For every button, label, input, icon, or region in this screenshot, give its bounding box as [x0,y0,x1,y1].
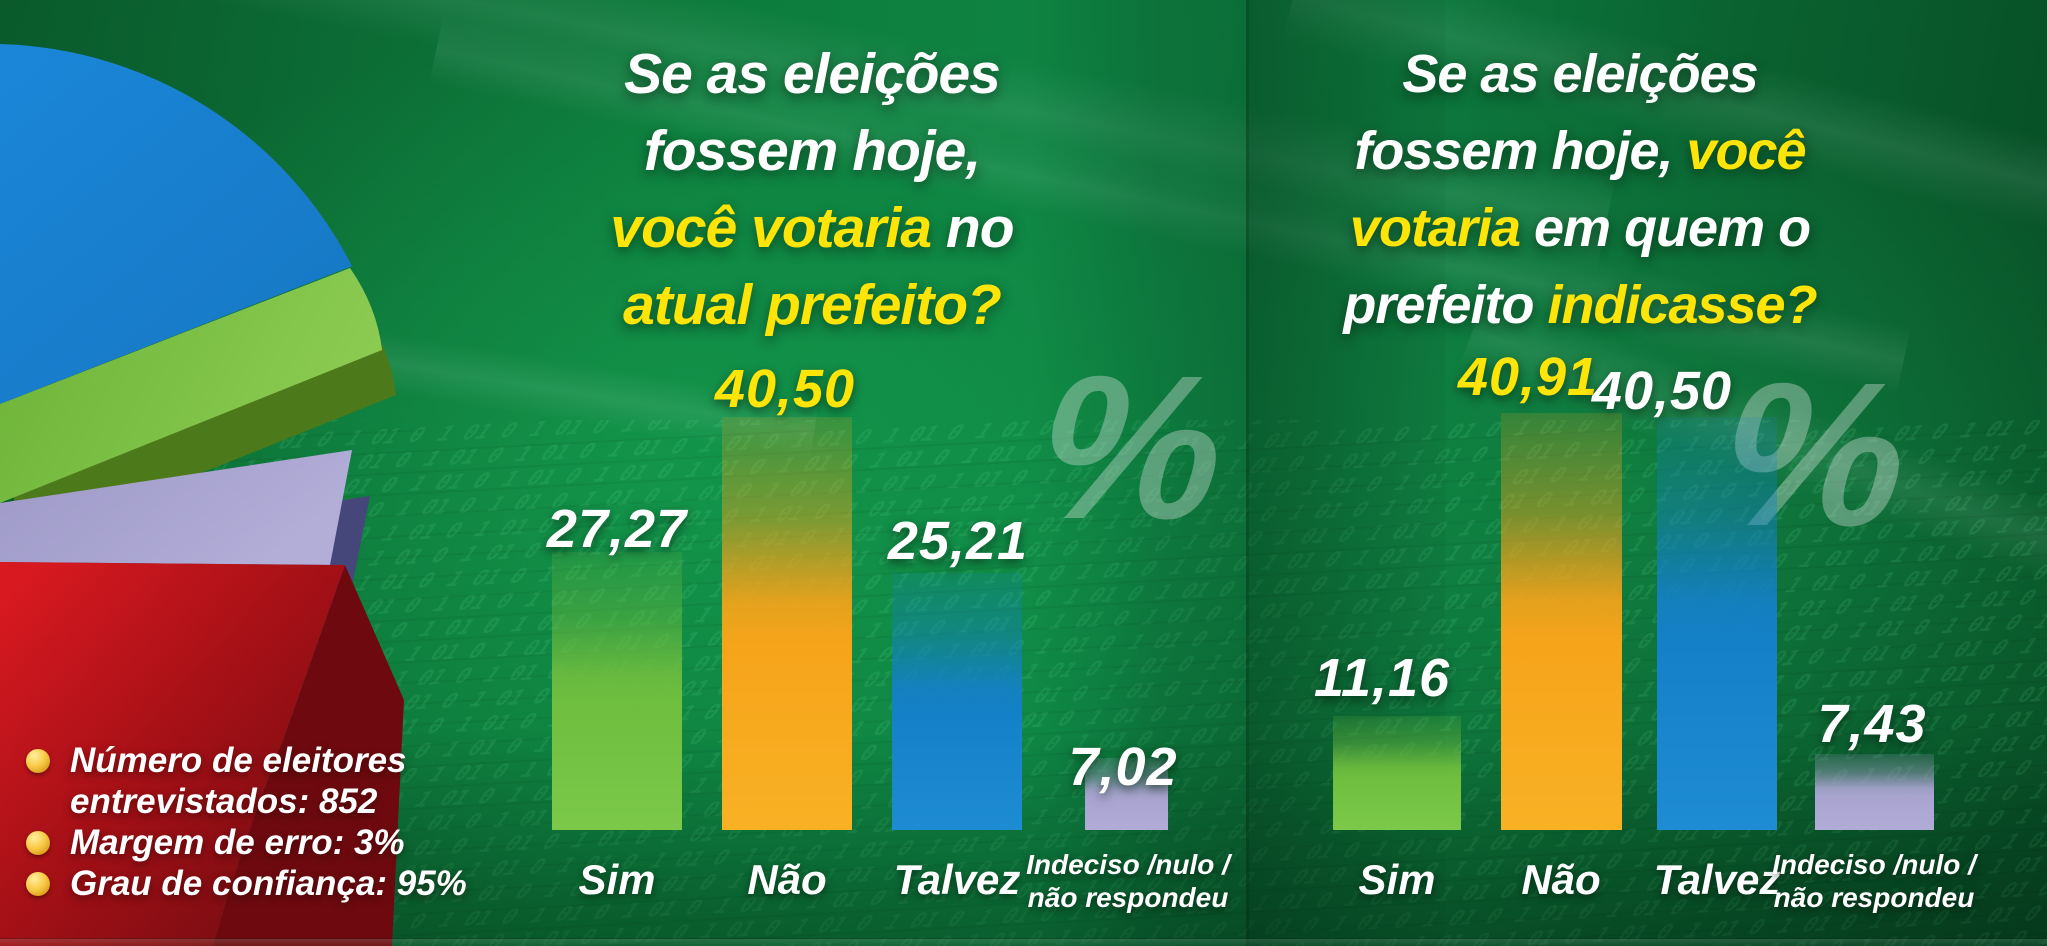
title-text-run: em quem o [1520,198,1811,258]
survey-info-item: Grau de confiança: 95% [26,863,467,904]
pie-chart-decoration [0,44,404,946]
chart-title-line: prefeito indicasse? [1235,267,1925,344]
bar-value-label: 40,50 [714,359,856,419]
category-label-line: Não [747,856,827,903]
title-text-run: votaria [1349,198,1521,258]
category-label-line: Não [1521,856,1601,903]
chart-title-line: votaria em quem o [1235,190,1925,267]
title-text-run: Se as eleições [1402,44,1758,104]
category-label-line: Talvez [1653,856,1781,903]
survey-info-item: Número de eleitores entrevistados: 852 [26,740,467,822]
bar-category-label: Não [1521,856,1600,904]
chart-title-left: Se as eleições fossem hoje, você votaria n… [482,36,1142,344]
bar-category-label: Não [747,856,826,904]
bar-value-label: 27,27 [546,499,688,559]
bar-indeciso-nulo-n-o-respondeu [1085,758,1168,830]
bar-indeciso-nulo-n-o-respondeu [1815,754,1934,830]
category-label-line: Sim [578,856,656,903]
pie-slice-green [0,268,382,503]
title-text-run: você votaria [610,196,932,260]
chart-title-right: Se as eleições fossem hoje, você votaria e… [1235,36,1925,344]
bar-category-label: Talvez [1654,856,1781,904]
category-label-line: Talvez [893,856,1021,903]
category-label-line: Sim [1358,856,1436,903]
survey-info-text: Grau de confiança: 95% [70,863,467,904]
title-text-run: no [931,196,1015,260]
title-text-run: Se as eleições [624,42,1001,106]
survey-info-list: Número de eleitores entrevistados: 852 Mar… [26,740,467,904]
bottom-strip [0,938,2047,946]
bar-category-label: Talvez [894,856,1021,904]
chart-title-line: fossem hoje, [482,113,1142,190]
survey-info-text: Margem de erro: 3% [70,822,405,863]
title-text-run: indicasse? [1547,275,1817,335]
category-label-line: não respondeu [1027,882,1229,913]
chart-title-line: você votaria no [482,190,1142,267]
title-text-run: fossem hoje, [1354,121,1687,181]
pie-slice-blue [0,44,352,404]
bullet-icon [26,872,50,896]
survey-info-line: Número de eleitores [70,741,407,780]
bar-category-label: Sim [1358,856,1435,904]
bar-n-o [1501,413,1622,830]
chart-title-line: fossem hoje, você [1235,113,1925,190]
survey-info-line: entrevistados: 852 [70,782,378,821]
percent-watermark: % [1032,333,1225,562]
corner-vignette [990,0,1550,340]
category-label-line: Indeciso /nulo / [1026,849,1230,880]
category-label-line: Indeciso /nulo / [1772,849,1976,880]
pie-slice-red [0,562,345,946]
bar-value-label: 40,91 [1457,347,1599,407]
pie-slice-lavender [0,450,352,565]
panel-divider [1246,0,1249,946]
bar-value-label: 11,16 [1313,648,1451,708]
category-label-line: não respondeu [1773,882,1975,913]
survey-info-text: Número de eleitores entrevistados: 852 [70,740,407,822]
survey-info-item: Margem de erro: 3% [26,822,467,863]
bullet-icon [26,831,50,855]
title-text-run: fossem hoje, [643,119,981,183]
bar-talvez [892,573,1022,830]
pie-slice-red-side [213,565,404,946]
bar-talvez [1657,417,1777,830]
bar-value-label: 25,21 [887,511,1029,571]
bar-category-label: Sim [578,856,655,904]
title-text-run: atual prefeito? [623,273,1002,337]
survey-info-line: Grau de confiança: 95% [70,864,467,903]
title-text-run: prefeito [1343,275,1548,335]
chart-title-line: Se as eleições [482,36,1142,113]
bar-category-label: Indeciso /nulo / não respondeu [1772,848,1976,914]
bar-value-label: 7,02 [1068,737,1178,797]
bar-value-label: 40,50 [1591,361,1733,421]
chart-title-line: Se as eleições [1235,36,1925,113]
bar-n-o [722,417,852,830]
bar-category-label: Indeciso /nulo / não respondeu [1026,848,1230,914]
survey-info-line: Margem de erro: 3% [70,823,405,862]
bar-value-label: 7,43 [1817,694,1927,754]
chart-title-line: atual prefeito? [482,267,1142,344]
bar-sim [1333,716,1461,830]
bar-sim [552,552,682,830]
bullet-icon [26,749,50,773]
title-text-run: você [1686,121,1807,181]
